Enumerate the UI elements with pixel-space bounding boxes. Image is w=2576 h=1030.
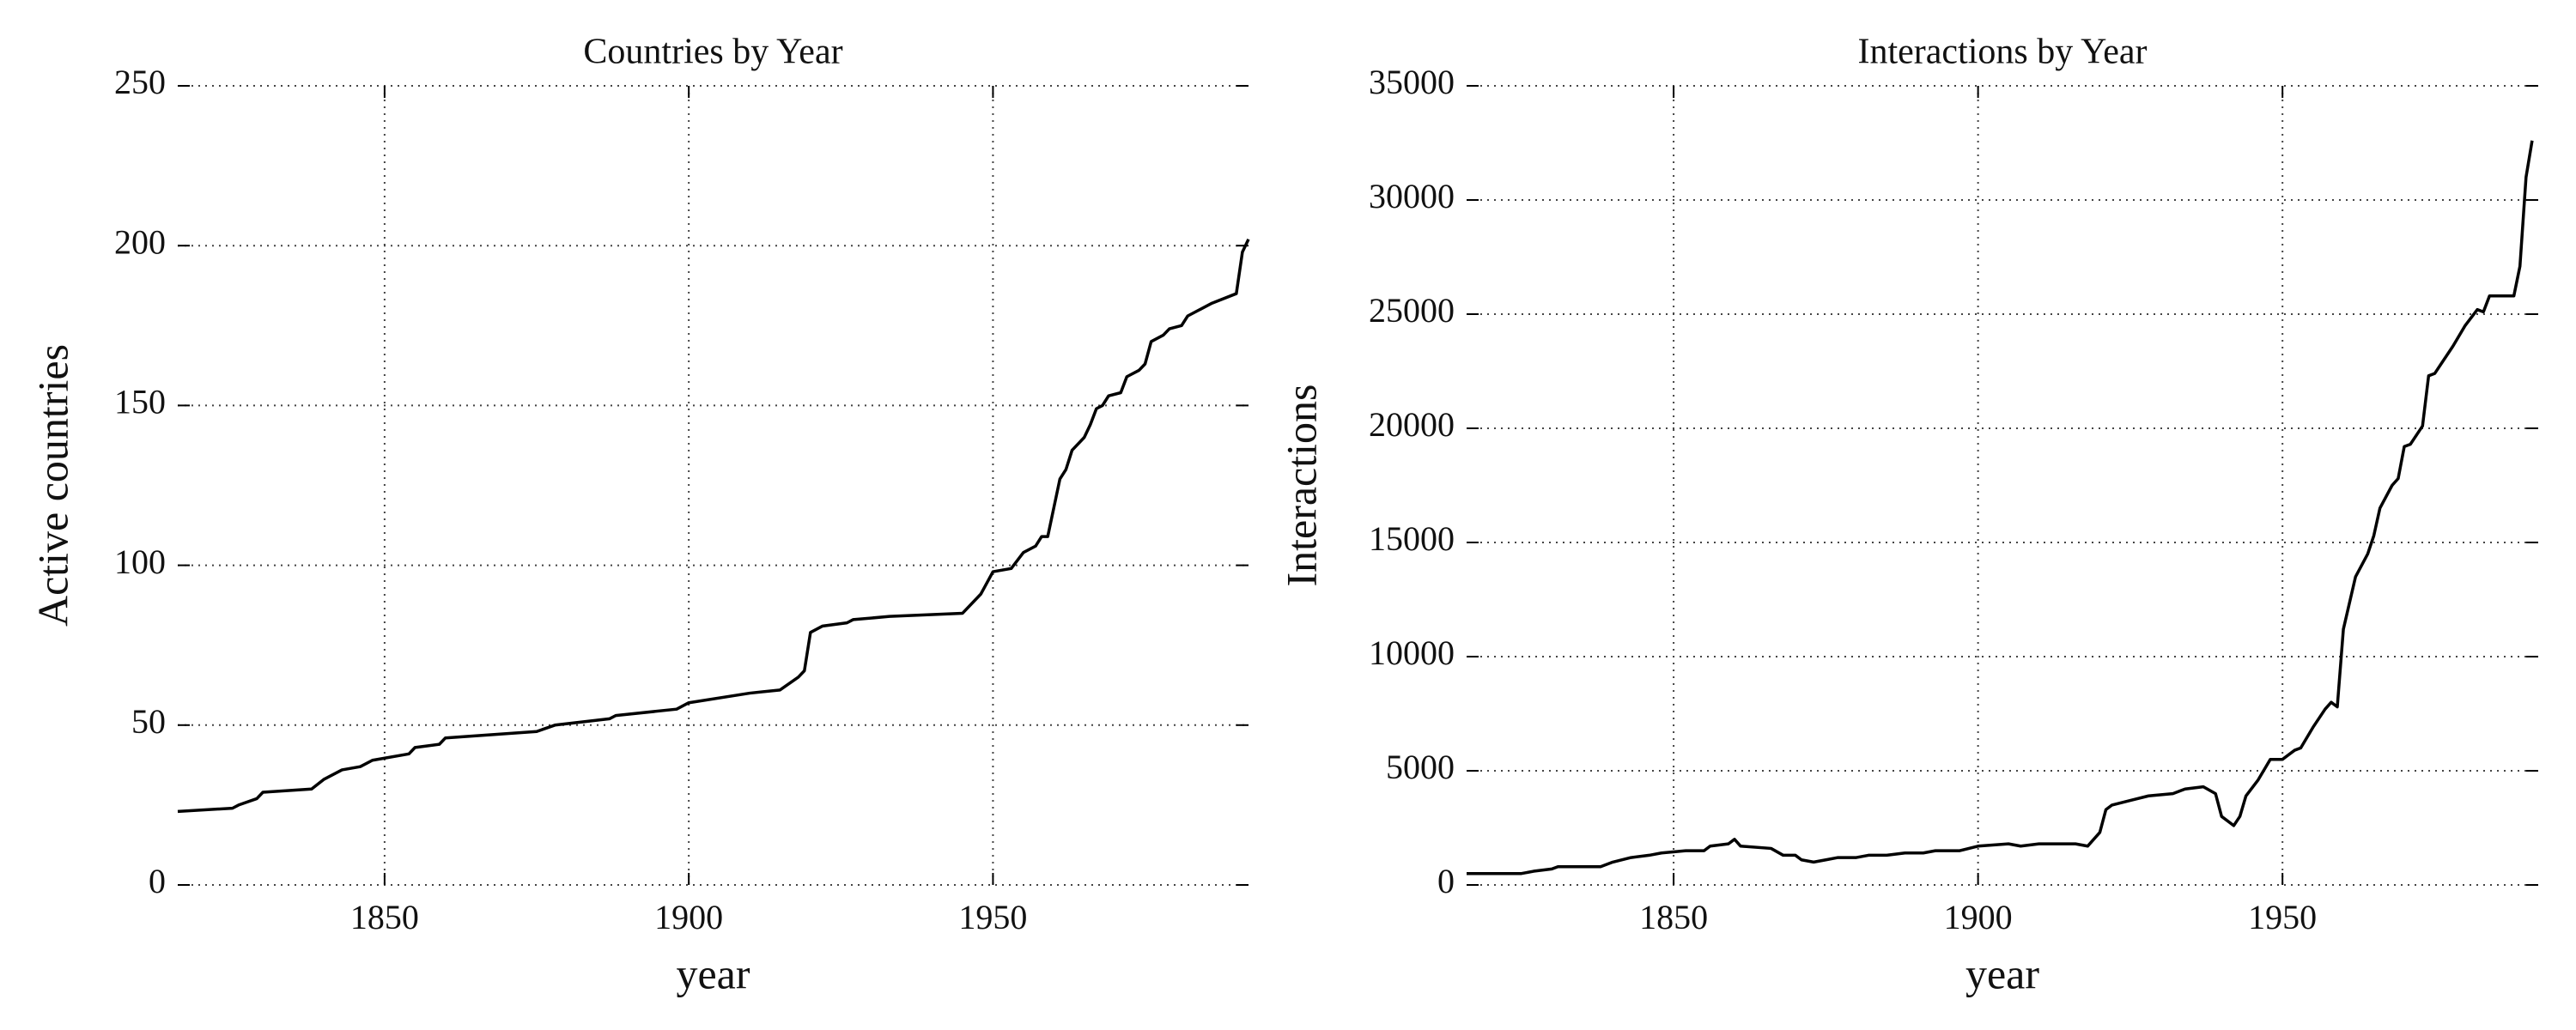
y-tick-label: 50: [131, 702, 166, 741]
data-line: [1467, 140, 2534, 876]
y-axis-label: Active countries: [28, 344, 76, 627]
y-tick-label: 25000: [1369, 291, 1455, 330]
y-tick-label: 200: [114, 222, 166, 261]
y-tick-label: 0: [1437, 862, 1455, 900]
y-tick-label: 100: [114, 542, 166, 581]
x-axis-label: year: [676, 949, 750, 997]
y-axis-label: Interactions: [1277, 384, 1325, 586]
x-tick-label: 1900: [1944, 898, 2013, 936]
y-tick-label: 30000: [1369, 177, 1455, 215]
y-tick-label: 0: [149, 862, 166, 900]
chart-title: Countries by Year: [583, 33, 842, 72]
y-tick-label: 20000: [1369, 405, 1455, 444]
x-tick-label: 1850: [1639, 898, 1708, 936]
y-tick-label: 5000: [1386, 748, 1455, 786]
y-tick-label: 150: [114, 383, 166, 421]
chart-title: Interactions by Year: [1857, 33, 2147, 72]
x-tick-label: 1950: [958, 898, 1027, 936]
x-tick-label: 1850: [350, 898, 419, 936]
x-tick-label: 1900: [654, 898, 723, 936]
y-tick-label: 15000: [1369, 519, 1455, 558]
y-tick-label: 250: [114, 63, 166, 101]
x-tick-label: 1950: [2248, 898, 2317, 936]
y-tick-label: 35000: [1369, 63, 1455, 101]
data-line: [177, 238, 1250, 814]
y-tick-label: 10000: [1369, 633, 1455, 672]
x-axis-label: year: [1965, 949, 2039, 997]
